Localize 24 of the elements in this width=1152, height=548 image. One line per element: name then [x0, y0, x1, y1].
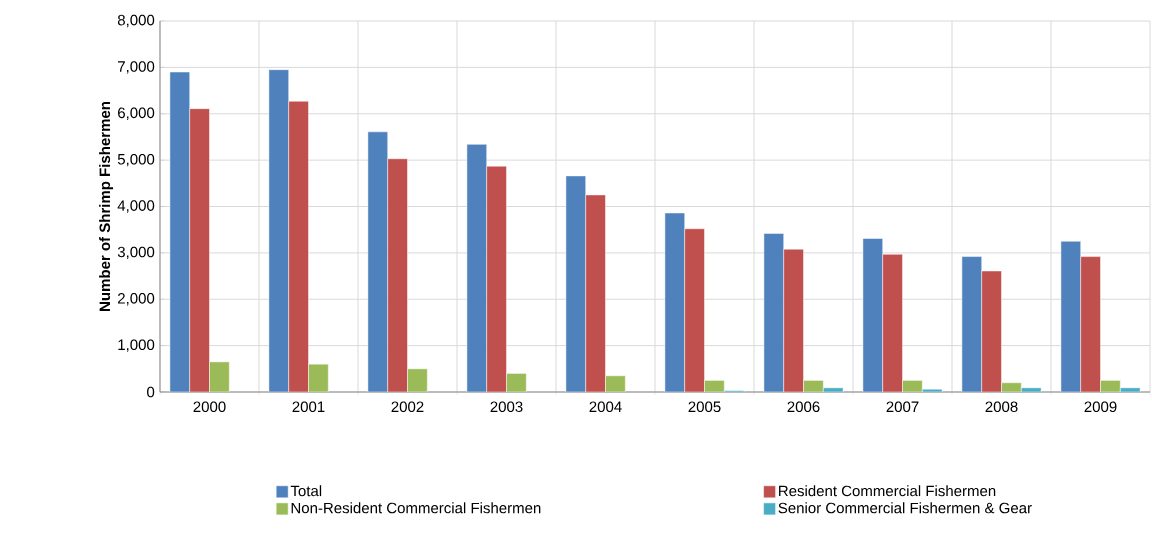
y-tick-label: 3,000 [117, 246, 155, 260]
x-tick-label: 2004 [589, 401, 622, 413]
x-tick-label: 2002 [391, 401, 424, 413]
y-tick-label: 7,000 [118, 61, 155, 74]
x-tick-label: 2007 [886, 401, 919, 413]
y-tick-label: 6,000 [118, 107, 155, 120]
y-axis-title: Number of Shrimp Fishermen [99, 102, 114, 311]
y-tick-label: 8,000 [117, 14, 155, 28]
x-tick-label: 2000 [193, 401, 226, 413]
y-tick-label: 0 [147, 386, 155, 398]
legend-label: Non-Resident Commercial Fishermen [291, 502, 541, 514]
x-tick-label: 2006 [787, 401, 820, 413]
y-tick-label: 4,000 [117, 200, 155, 213]
legend-label: Senior Commercial Fishermen & Gear [778, 502, 1032, 514]
x-tick-label: 2009 [1084, 401, 1117, 413]
x-tick-label: 2008 [985, 401, 1018, 413]
x-tick-label: 2005 [688, 401, 721, 413]
x-tick-label: 2001 [292, 401, 325, 413]
x-tick-label: 2003 [490, 401, 523, 413]
y-tick-label: 1,000 [118, 339, 155, 352]
legend-label: Resident Commercial Fishermen [779, 485, 996, 497]
y-tick-label: 5,000 [117, 153, 155, 167]
legend-label: Total [290, 485, 322, 497]
y-tick-label: 2,000 [118, 293, 155, 306]
